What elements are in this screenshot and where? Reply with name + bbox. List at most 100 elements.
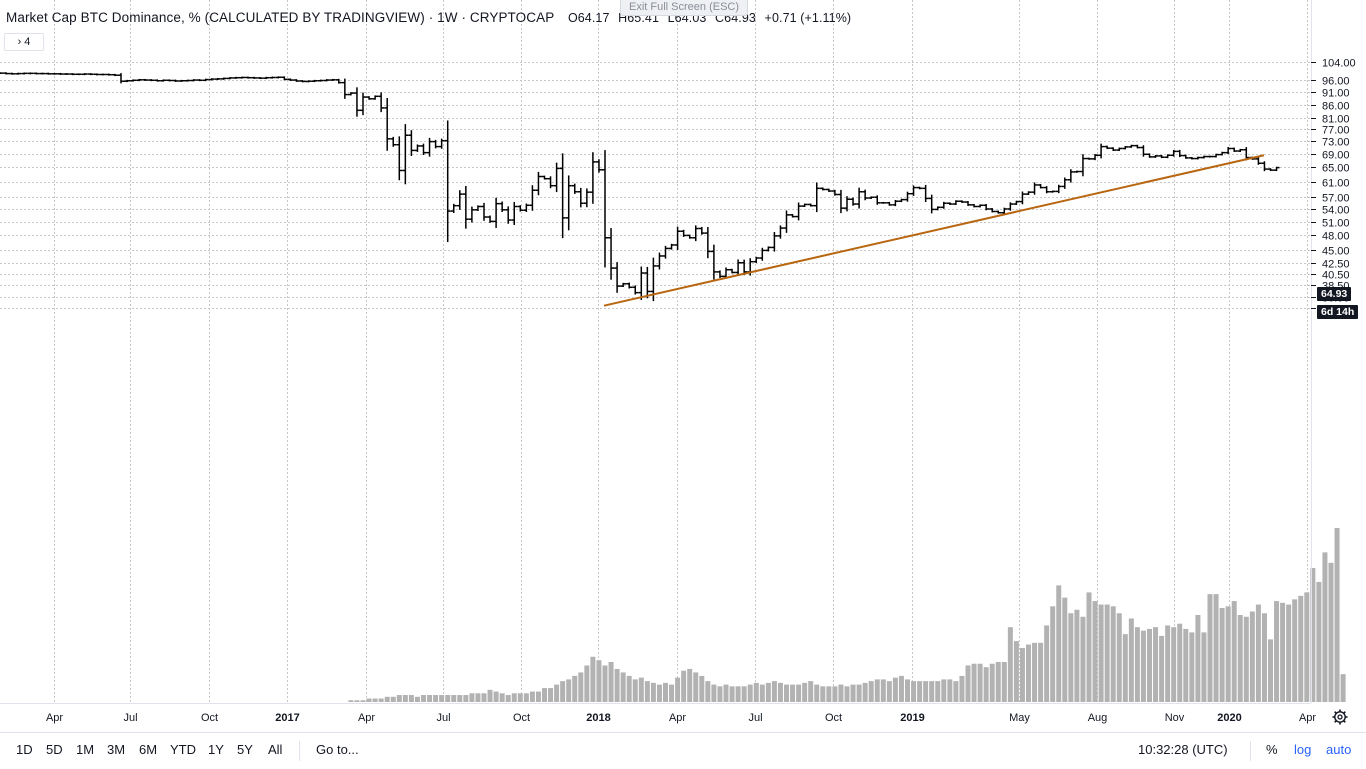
volume-bar [451,695,457,702]
ohlc-bar [142,78,149,81]
volume-bar [644,681,650,702]
time-tick-label: 2018 [586,712,610,724]
ohlc-bar [1037,184,1044,189]
volume-bar [1134,627,1140,702]
volume-bar [1086,592,1092,702]
ohlc-bar [93,73,100,76]
range-ytd[interactable]: YTD [170,742,196,757]
ohlc-bar [27,72,34,75]
range-3m[interactable]: 3M [107,742,126,757]
log-scale-toggle[interactable]: log [1294,742,1312,757]
ohlc-bar [360,92,366,116]
volume-bar [475,693,481,702]
auto-scale-toggle[interactable]: auto [1326,742,1352,757]
ohlc-bar [801,203,808,207]
ohlc-bar [710,244,717,280]
ohlc-bar [75,73,82,76]
ohlc-bar [1116,147,1123,151]
range-all[interactable]: All [268,742,283,757]
ohlc-bar [287,78,294,81]
ohlc-bar [735,259,742,276]
time-tick-label: Apr [358,712,375,724]
ohlc-bar [481,202,487,221]
volume-bar [971,663,977,702]
volume-bar [965,665,971,702]
ohlc-bar [571,183,578,194]
volume-bar [1038,642,1044,702]
ohlc-bar [1194,156,1201,160]
ohlc-bar [850,197,857,206]
ohlc-bar [57,72,64,75]
volume-bar [433,695,439,702]
range-1y[interactable]: 1Y [208,742,224,757]
legend-open: O64.17 [567,11,610,25]
ohlc-bar [662,245,669,259]
volume-bar [517,693,523,702]
volume-bar [923,681,929,702]
volume-bar [566,679,572,702]
ohlc-bar [729,268,736,274]
ohlc-bar [468,206,475,223]
volume-bar [1153,627,1159,702]
ohlc-bar [15,72,22,75]
price-tick-label: 91.00 [1322,88,1350,100]
volume-bar [717,686,723,702]
time-tick-label: Jul [436,712,450,724]
goto-date-button[interactable]: Go to... [316,742,359,757]
range-5y[interactable]: 5Y [237,742,253,757]
volume-bar [808,681,814,702]
ohlc-bar [184,79,191,82]
ohlc-bar [1061,177,1068,189]
volume-bar [723,684,729,702]
volume-bar [929,681,935,702]
volume-bar [759,684,765,702]
range-6m[interactable]: 6M [139,742,158,757]
ohlc-bar [723,267,729,279]
time-tick-label: Oct [513,712,530,724]
volume-bar [1316,581,1322,702]
volume-bar [729,686,735,702]
range-1d[interactable]: 1D [16,742,33,757]
ohlc-bar [795,202,802,221]
ohlc-bar [366,96,373,100]
ohlc-bar [535,171,542,196]
ohlc-bar [638,266,645,300]
range-1m[interactable]: 1M [76,742,95,757]
ohlc-bar [293,79,300,82]
volume-bar [638,677,644,702]
ohlc-bar [777,225,784,239]
time-axis[interactable]: Apr Jul Oct 2017 Apr Jul Oct 2018 Apr Jul Oct 2019 M… [46,712,1316,724]
ohlc-bar [1031,182,1038,195]
volume-bar [427,695,433,702]
ohlc-bar [136,78,143,82]
gear-icon[interactable] [1331,708,1349,726]
volume-bar [1334,528,1340,702]
ohlc-bar [81,73,88,76]
volume-bar [1056,585,1062,702]
time-tick-label: Oct [825,712,842,724]
utc-clock[interactable]: 10:32:28 (UTC) [1138,742,1228,757]
volume-bar [747,684,753,702]
ohlc-bar [831,189,838,196]
percent-scale-toggle[interactable]: % [1266,742,1278,757]
time-tick-label: Jul [123,712,137,724]
collapse-indicators-button[interactable]: › 4 [4,33,44,51]
ohlc-bar [844,196,850,212]
trendline[interactable] [603,154,1265,307]
time-tick-label: Nov [1165,712,1185,724]
time-tick-label: 2019 [900,712,924,724]
toolbar-divider [299,741,300,761]
ohlc-bar [0,72,3,75]
range-5d[interactable]: 5D [46,742,63,757]
price-axis[interactable]: 104.00 96.0091.0086.0081.0077.0073.0069.0… [1311,58,1356,316]
volume-bar [856,684,862,702]
ohlc-bar [856,187,863,209]
volume-bar [675,677,681,702]
ohlc-bar [214,77,221,81]
last-price-tag: 64.93 [1317,287,1352,301]
ohlc-bar [965,201,971,206]
exit-fullscreen-button[interactable]: Exit Full Screen (ESC) [620,0,749,16]
time-tick-label: Jul [748,712,762,724]
time-tick-label: Apr [46,712,63,724]
